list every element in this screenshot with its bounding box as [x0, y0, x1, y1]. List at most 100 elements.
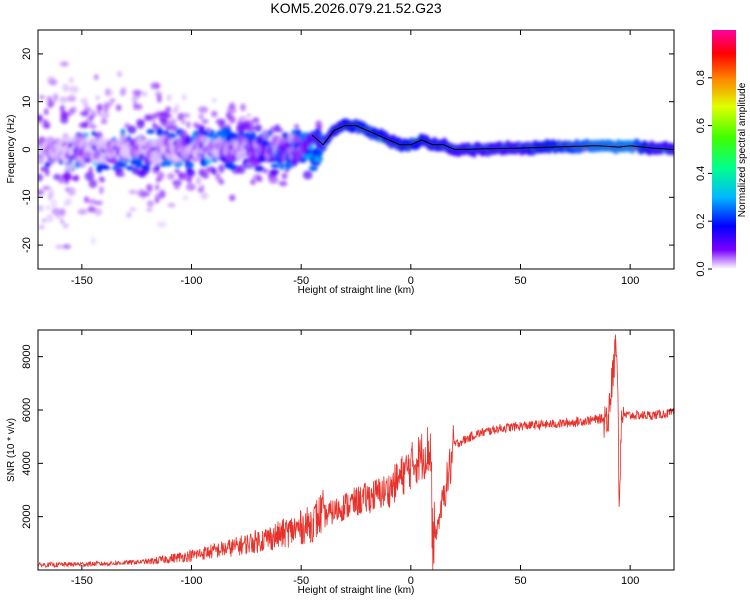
- spectrogram-cell: [38, 205, 44, 212]
- spectrogram-cell: [135, 118, 143, 126]
- spectrogram-cell: [165, 126, 172, 131]
- spectrogram-cell: [93, 200, 103, 206]
- spectrogram-cell: [83, 103, 89, 108]
- spectrogram-cell: [250, 131, 257, 141]
- spectrogram-cell: [77, 208, 88, 215]
- spectrogram-cell: [60, 111, 68, 119]
- spectrogram-cell: [59, 61, 69, 67]
- spectrogram-cell: [141, 164, 147, 171]
- spectrogram-cell: [126, 165, 134, 171]
- spectrogram-cell: [228, 115, 236, 124]
- spectrogram-cell: [50, 199, 58, 209]
- spectrogram-cell: [166, 172, 175, 180]
- spectrogram-cell: [146, 183, 153, 193]
- spectrogram-cell: [63, 172, 72, 181]
- spectrogram-cell: [89, 124, 97, 129]
- spectrogram-cell: [136, 103, 143, 110]
- spectrogram-cell: [229, 194, 236, 202]
- snr-y-label: SNR (10 * v/v): [6, 418, 17, 482]
- snr-x-ticks: -150 -100 -50 0 50 100: [71, 330, 639, 587]
- spectrogram-cell: [108, 157, 118, 164]
- spectrogram-cell: [53, 173, 61, 181]
- spectrogram-blobs: [38, 61, 674, 250]
- spectrogram-cell: [274, 127, 284, 133]
- spectrogram-cell: [274, 124, 280, 129]
- spectrogram-cell: [59, 96, 68, 103]
- spectrogram-cell: [302, 170, 313, 180]
- spectrogram-cell: [186, 121, 191, 129]
- spectrogram-cell: [85, 116, 94, 125]
- spectrogram-cell: [144, 114, 152, 121]
- spectrogram-cell: [67, 96, 76, 102]
- spectrogram-cell: [146, 200, 154, 208]
- snr-plot-area: [38, 330, 674, 570]
- spectrogram-cell: [90, 236, 96, 245]
- x-tick-label: 100: [621, 275, 639, 287]
- x-tick-label: -50: [293, 575, 309, 587]
- spectrogram-cell: [215, 173, 221, 181]
- colorbar-tick-label: 0.2: [695, 214, 707, 229]
- x-tick-label: -150: [71, 575, 93, 587]
- y-tick-label: 8000: [21, 344, 33, 368]
- spectrogram-cell: [138, 171, 147, 178]
- spectrogram-cell: [102, 165, 111, 170]
- spectrogram-cell: [318, 155, 323, 163]
- spectrogram-cell: [98, 103, 103, 112]
- spectrogram-cell: [55, 213, 62, 219]
- spectrogram-cell: [270, 163, 281, 169]
- spectrogram-cell: [126, 212, 132, 218]
- spectrogram-cell: [178, 172, 187, 180]
- y-tick-label: 0: [21, 146, 33, 152]
- spectrogram-x-label: Height of straight line (km): [298, 285, 415, 296]
- spectrogram-cell: [132, 89, 143, 96]
- spectrogram-cell: [103, 104, 109, 114]
- spectrogram-cell: [99, 186, 104, 195]
- spectrogram-cell: [156, 127, 164, 137]
- spectrogram-cell: [262, 129, 268, 140]
- spectrogram-cell: [127, 125, 137, 134]
- spectrogram-cell: [313, 161, 321, 166]
- spectrogram-cell: [60, 218, 65, 225]
- spectrogram-cell: [83, 106, 92, 113]
- spectrogram-cell: [198, 106, 209, 114]
- spectrogram-cell: [198, 168, 206, 177]
- spectrogram-cell: [267, 173, 274, 179]
- spectrogram-cell: [263, 168, 268, 174]
- spectrogram-cell: [218, 178, 225, 185]
- spectrogram-cell: [65, 163, 75, 171]
- spectrogram-cell: [40, 166, 50, 173]
- spectrogram-x-ticks: -150 -100 -50 0 50 100: [71, 30, 639, 287]
- spectrogram-cell: [80, 97, 88, 104]
- spectrogram-cell: [62, 135, 73, 144]
- spectrogram-cell: [109, 98, 116, 103]
- spectrogram-cell: [55, 244, 64, 250]
- spectrogram-cell: [79, 110, 90, 117]
- y-tick-label: 6000: [21, 398, 33, 422]
- spectrogram-cell: [308, 165, 318, 172]
- spectrogram-cell: [62, 223, 69, 229]
- figure-title: KOM5.2026.079.21.52.G23: [270, 0, 441, 16]
- spectrogram-cell: [88, 166, 94, 174]
- spectrogram-cell: [182, 195, 189, 201]
- spectrogram-cell: [238, 116, 247, 121]
- spectrogram-cell: [53, 93, 58, 102]
- spectrogram-cell: [225, 135, 231, 143]
- spectrogram-cell: [68, 85, 79, 94]
- spectrogram-cell: [181, 93, 187, 101]
- colorbar-tick-label: 0.6: [695, 118, 707, 133]
- spectrogram-cell: [146, 207, 153, 212]
- spectrogram-cell: [62, 244, 71, 249]
- spectrogram-cell: [174, 104, 180, 112]
- x-tick-label: 0: [408, 575, 414, 587]
- spectrogram-cell: [83, 196, 90, 204]
- spectrogram-cell: [68, 77, 74, 83]
- spectrogram-cell: [115, 104, 122, 112]
- spectrogram-cell: [84, 171, 95, 181]
- spectrogram-cell: [248, 119, 255, 126]
- spectrogram-cell: [173, 184, 180, 190]
- spectrogram-cell: [254, 165, 264, 172]
- spectrogram-cell: [256, 177, 263, 182]
- spectrogram-cell: [141, 91, 148, 97]
- x-tick-label: 100: [621, 575, 639, 587]
